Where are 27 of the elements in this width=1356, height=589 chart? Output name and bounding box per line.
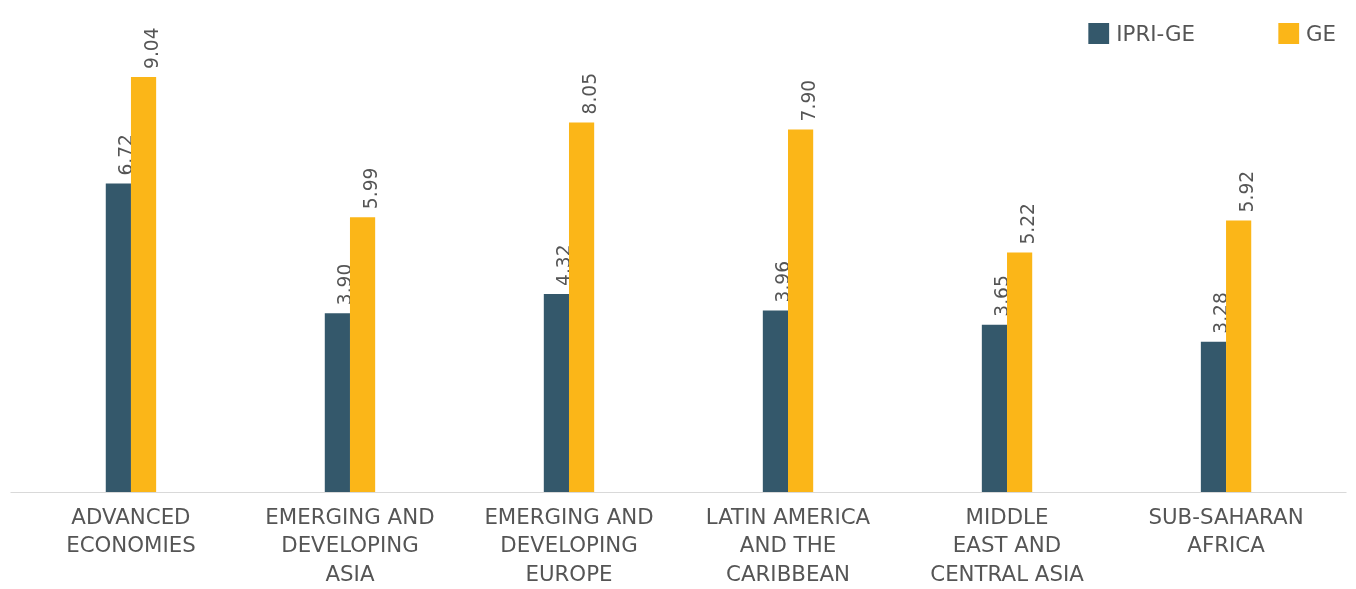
data-label: 5.92 xyxy=(1235,170,1257,213)
x-tick-label: LATIN AMERICA AND THE CARIBBEAN xyxy=(705,503,871,586)
bar xyxy=(130,76,157,493)
data-label: 9.04 xyxy=(140,27,162,69)
bar xyxy=(568,122,595,493)
bar xyxy=(349,217,376,493)
x-tick-label: EMERGING AND DEVELOPING ASIA xyxy=(265,503,435,586)
x-tick-label: MIDDLE EAST AND CENTRAL ASIA xyxy=(930,503,1085,586)
data-label: 5.99 xyxy=(359,167,381,210)
data-label: 7.90 xyxy=(797,79,819,122)
data-label: 3.28 xyxy=(1210,292,1232,334)
bar xyxy=(788,129,814,493)
bar xyxy=(105,183,131,493)
bar xyxy=(762,310,789,493)
legend-label: IPRI-GE xyxy=(1116,20,1195,46)
legend-label: GE xyxy=(1305,20,1336,46)
x-tick-label: SUB-SAHARAN AFRICA xyxy=(1148,503,1304,558)
data-label: 8.05 xyxy=(578,72,600,115)
bar xyxy=(543,293,569,493)
x-tick-label: EMERGING AND DEVELOPING EUROPE xyxy=(484,503,654,586)
bar xyxy=(324,313,350,493)
bar xyxy=(1200,341,1227,493)
data-label: 5.22 xyxy=(1016,203,1038,245)
x-tick-label: ADVANCED ECONOMIES xyxy=(66,503,196,558)
bar xyxy=(981,324,1008,493)
bar xyxy=(1226,220,1252,493)
bar xyxy=(1007,252,1033,493)
